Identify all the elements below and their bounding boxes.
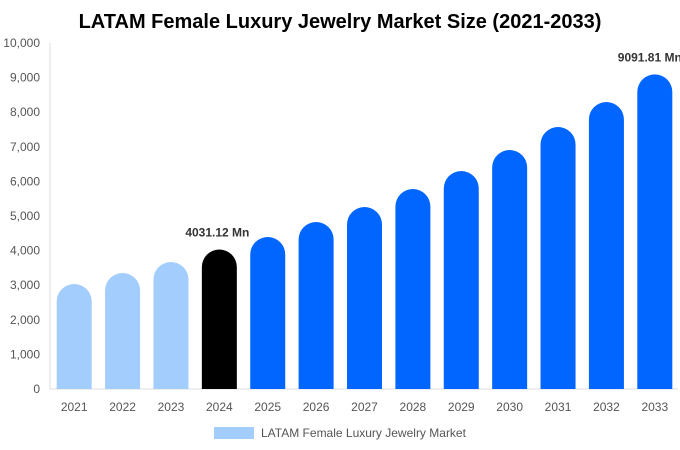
bar-2026[interactable] xyxy=(298,221,334,389)
y-tick-label: 4,000 xyxy=(10,244,40,258)
bar-2022[interactable] xyxy=(105,272,141,389)
bar-2025[interactable] xyxy=(250,237,286,389)
x-tick-label: 2032 xyxy=(593,400,620,414)
y-tick-label: 9,000 xyxy=(10,71,40,85)
x-tick-label: 2024 xyxy=(206,400,233,414)
y-tick-label: 7,000 xyxy=(10,140,40,154)
y-tick-label: 6,000 xyxy=(10,174,40,188)
bar-2021[interactable] xyxy=(56,283,92,389)
y-tick-label: 2,000 xyxy=(10,313,40,327)
data-label: 9091.81 Mn xyxy=(618,50,680,64)
y-tick-label: 3,000 xyxy=(10,278,40,292)
bar-2024[interactable] xyxy=(201,249,237,389)
bar-2031[interactable] xyxy=(540,127,576,390)
bar-2028[interactable] xyxy=(395,189,431,389)
x-tick-label: 2022 xyxy=(109,400,136,414)
x-tick-label: 2026 xyxy=(303,400,330,414)
bar-2030[interactable] xyxy=(492,149,528,389)
x-tick-label: 2030 xyxy=(496,400,523,414)
y-tick-label: 0 xyxy=(33,382,40,396)
x-tick-label: 2031 xyxy=(545,400,572,414)
chart-title: LATAM Female Luxury Jewelry Market Size … xyxy=(79,11,602,33)
x-tick-label: 2029 xyxy=(448,400,475,414)
y-tick-label: 10,000 xyxy=(3,36,40,50)
x-tick-label: 2021 xyxy=(61,400,88,414)
legend-swatch xyxy=(214,427,254,439)
x-tick-label: 2033 xyxy=(641,400,668,414)
x-tick-label: 2028 xyxy=(400,400,427,414)
x-tick-label: 2027 xyxy=(351,400,378,414)
bar-2027[interactable] xyxy=(347,207,382,389)
y-tick-label: 8,000 xyxy=(10,105,40,119)
bar-2023[interactable] xyxy=(153,261,189,389)
bar-2029[interactable] xyxy=(443,171,479,389)
y-tick-label: 5,000 xyxy=(10,209,40,223)
x-tick-label: 2023 xyxy=(158,400,185,414)
bar-2033[interactable] xyxy=(637,74,673,389)
y-tick-label: 1,000 xyxy=(10,347,40,361)
data-label: 4031.12 Mn xyxy=(185,226,249,240)
legend-label[interactable]: LATAM Female Luxury Jewelry Market xyxy=(261,426,467,440)
bar-2032[interactable] xyxy=(588,101,624,390)
x-tick-label: 2025 xyxy=(254,400,281,414)
